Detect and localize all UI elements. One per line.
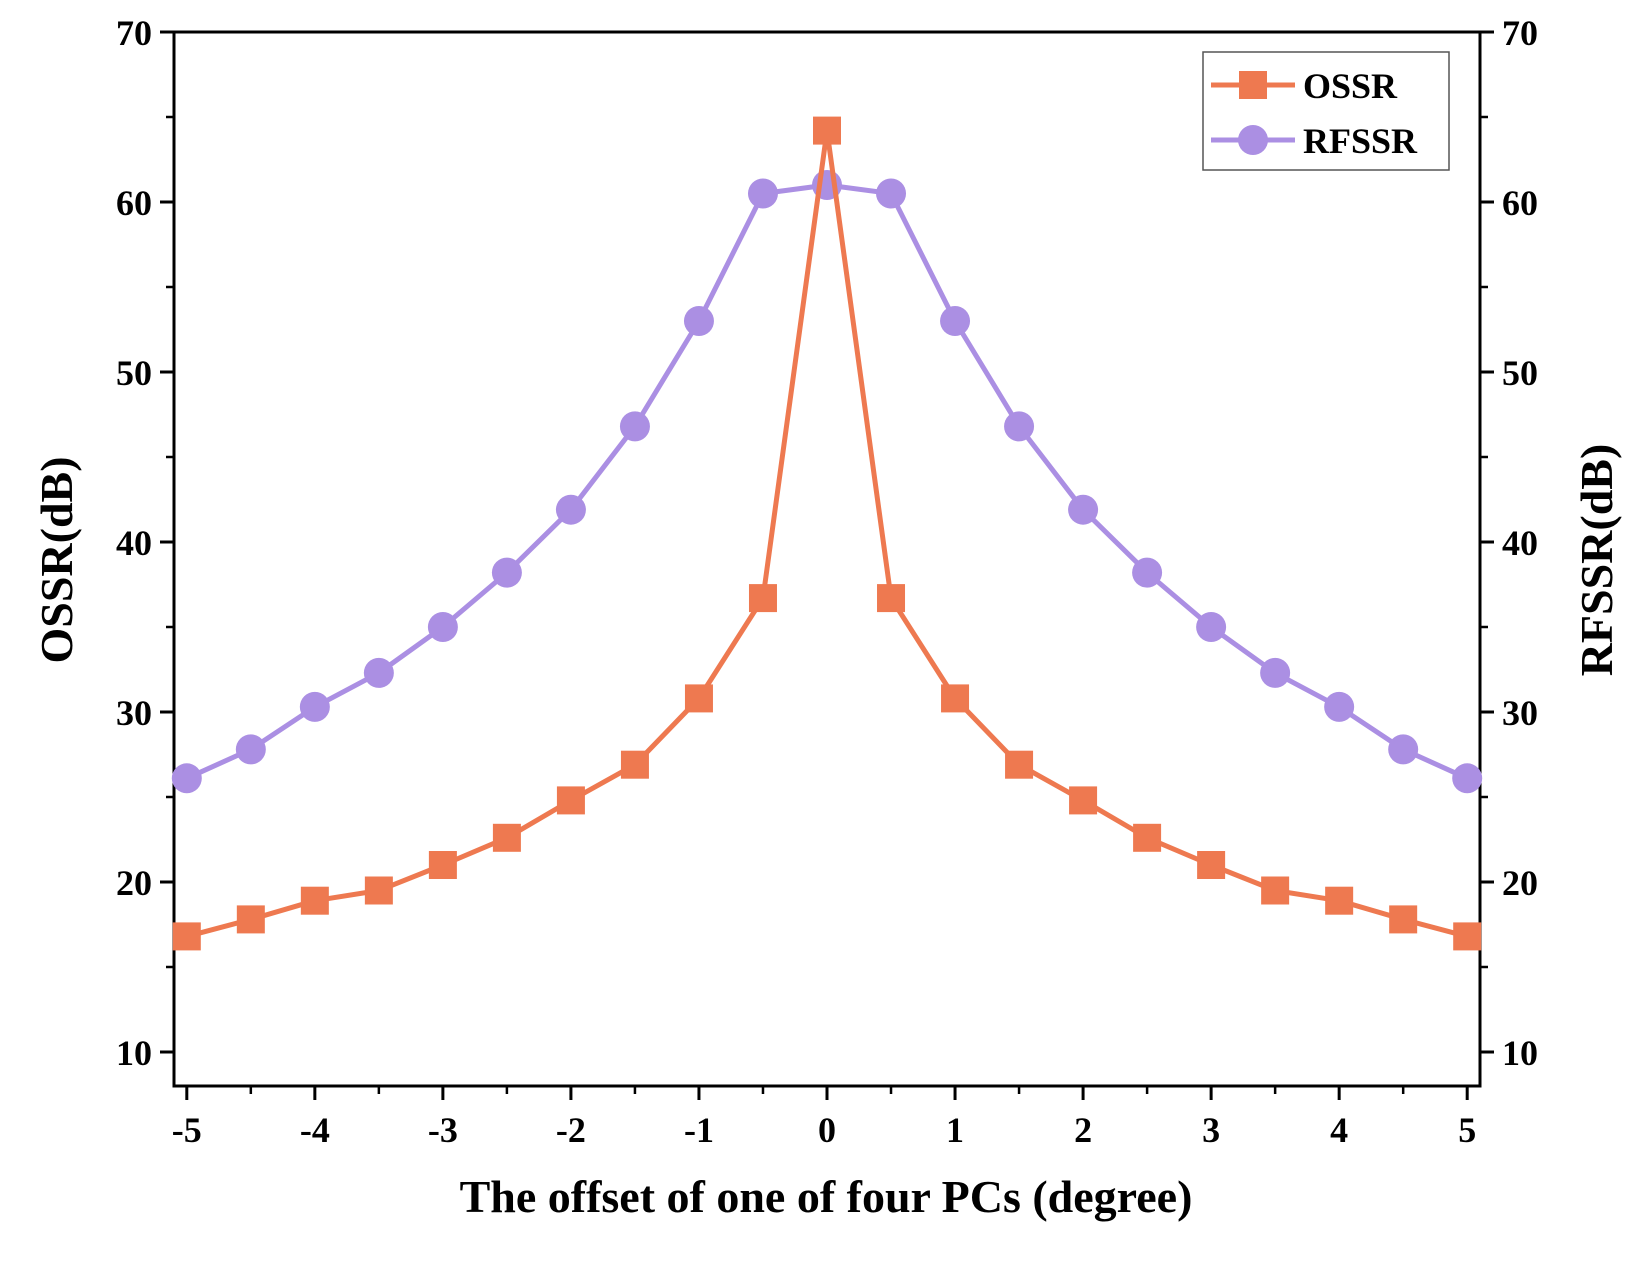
legend-label-ossr: OSSR	[1303, 66, 1398, 106]
data-point-rfssr	[1388, 734, 1419, 765]
y-tick-label-right: 40	[1502, 523, 1538, 563]
y-tick-label-left: 10	[116, 1033, 152, 1073]
data-point-ossr	[877, 584, 906, 613]
y-tick-label-left: 40	[116, 523, 152, 563]
x-tick-label: 5	[1458, 1110, 1476, 1150]
data-point-rfssr	[1068, 494, 1099, 525]
y-tick-label-right: 70	[1502, 13, 1538, 53]
data-point-ossr	[1069, 786, 1098, 815]
data-point-rfssr	[619, 411, 650, 442]
x-tick-label: -5	[172, 1110, 202, 1150]
series-line-rfssr	[185, 182, 1469, 781]
legend-marker-ossr	[1239, 71, 1267, 99]
data-point-rfssr	[683, 306, 714, 336]
legend-label-rfssr: RFSSR	[1303, 121, 1418, 161]
data-point-rfssr	[1260, 657, 1291, 688]
data-point-ossr	[172, 922, 201, 951]
data-point-rfssr	[171, 763, 202, 794]
y-tick-label-left: 30	[116, 693, 152, 733]
x-tick-label: 1	[946, 1110, 964, 1150]
data-point-rfssr	[1324, 691, 1355, 722]
data-point-rfssr	[1004, 411, 1035, 442]
legend-marker-rfssr	[1238, 125, 1268, 155]
x-tick-label: -3	[428, 1110, 458, 1150]
ticks-layer: -5 -4 -3 -2 -1 0 1 2 3 4 5 10 10 20 20 30 30 40 40 50 50 60 60…	[116, 13, 1538, 1150]
y-tick-label-left: 60	[116, 183, 152, 223]
x-tick-label: -2	[556, 1110, 586, 1150]
data-point-rfssr	[876, 178, 907, 209]
y-tick-label-right: 50	[1502, 353, 1538, 393]
data-point-ossr	[1197, 851, 1226, 879]
y-tick-label-right: 60	[1502, 183, 1538, 223]
data-point-ossr	[556, 786, 585, 815]
data-point-ossr	[492, 823, 521, 852]
data-point-ossr	[428, 851, 457, 879]
x-tick-label: 3	[1202, 1110, 1220, 1150]
data-point-ossr	[1389, 905, 1418, 934]
x-tick-label: 2	[1074, 1110, 1092, 1150]
data-point-ossr	[1453, 922, 1482, 951]
data-point-rfssr	[427, 612, 458, 642]
data-point-ossr	[1325, 886, 1354, 915]
series-line-ossr	[186, 128, 1468, 939]
y-tick-label-right: 30	[1502, 693, 1538, 733]
data-point-rfssr	[491, 557, 522, 588]
x-tick-label: -1	[684, 1110, 714, 1150]
data-point-ossr	[684, 684, 713, 713]
data-point-rfssr	[235, 734, 266, 765]
data-point-rfssr	[940, 306, 971, 336]
x-tick-label: 4	[1330, 1110, 1348, 1150]
y-tick-label-right: 10	[1502, 1033, 1538, 1073]
data-point-rfssr	[1196, 612, 1227, 642]
y-tick-label-right: 20	[1502, 863, 1538, 903]
data-point-ossr	[300, 886, 329, 915]
y-tick-label-left: 20	[116, 863, 152, 903]
legend: OSSR RFSSR	[1202, 51, 1450, 171]
data-point-ossr	[1261, 876, 1290, 905]
x-tick-label: -4	[300, 1110, 330, 1150]
data-point-rfssr	[363, 657, 394, 688]
y-axis-label-right: RFSSR(dB)	[1571, 444, 1622, 677]
data-point-ossr	[1005, 750, 1034, 779]
data-point-ossr	[941, 684, 970, 713]
x-axis-label: The offset of one of four PCs (degree)	[460, 1171, 1193, 1222]
data-point-ossr	[748, 584, 777, 613]
x-tick-label: 0	[818, 1110, 836, 1150]
series-layer	[171, 116, 1483, 951]
data-point-rfssr	[555, 494, 586, 525]
data-point-rfssr	[299, 691, 330, 722]
data-point-ossr	[620, 750, 649, 779]
data-point-rfssr	[1452, 763, 1483, 794]
data-point-rfssr	[1132, 557, 1163, 588]
y-axis-label-left: OSSR(dB)	[31, 456, 82, 663]
data-point-ossr	[364, 876, 393, 905]
data-point-ossr	[1133, 823, 1162, 852]
data-point-ossr	[236, 905, 265, 934]
y-tick-label-left: 50	[116, 353, 152, 393]
data-point-rfssr	[747, 178, 778, 209]
y-tick-label-left: 70	[116, 13, 152, 53]
data-point-ossr	[813, 116, 841, 145]
